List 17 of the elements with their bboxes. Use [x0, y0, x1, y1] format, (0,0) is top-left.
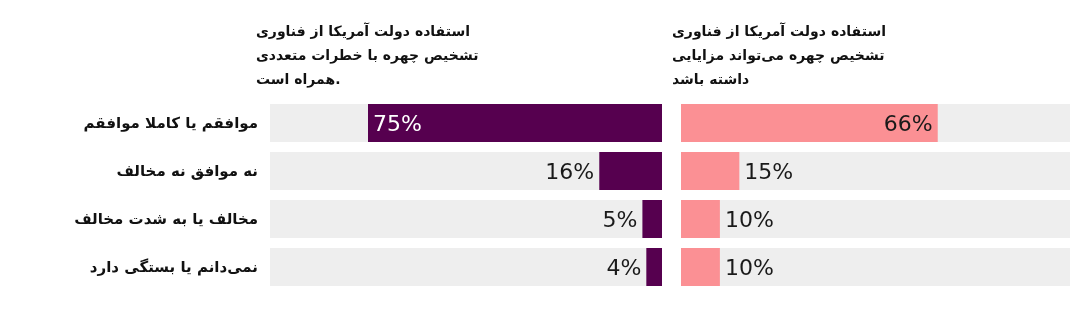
y-tick-label: نمی‌دانم یا بستگی دارد — [89, 258, 258, 276]
data-label: 16% — [545, 158, 595, 184]
chart-title: استفاده دولت آمریکا از فناوری تشخیص چهره با خطرات متعددی همراه است. — [256, 22, 484, 88]
data-label: 15% — [744, 158, 794, 184]
data-label: 10% — [724, 206, 774, 232]
data-label: 4% — [606, 254, 642, 280]
y-tick-label: موافقم یا کاملا موافقم — [83, 114, 258, 132]
chart-title: استفاده دولت آمریکا از فناوری تشخیص چهره می‌تواند مزایایی داشته باشد — [672, 22, 891, 87]
data-label: 66% — [883, 110, 933, 136]
bar — [646, 248, 662, 286]
data-label: 5% — [602, 206, 638, 232]
bar — [642, 200, 662, 238]
y-tick-label: مخالف یا به شدت مخالف — [74, 210, 258, 228]
bar — [599, 152, 662, 190]
y-tick-label: نه موافق نه مخالف — [116, 162, 258, 180]
data-label: 75% — [373, 110, 422, 136]
data-label: 10% — [724, 254, 774, 280]
